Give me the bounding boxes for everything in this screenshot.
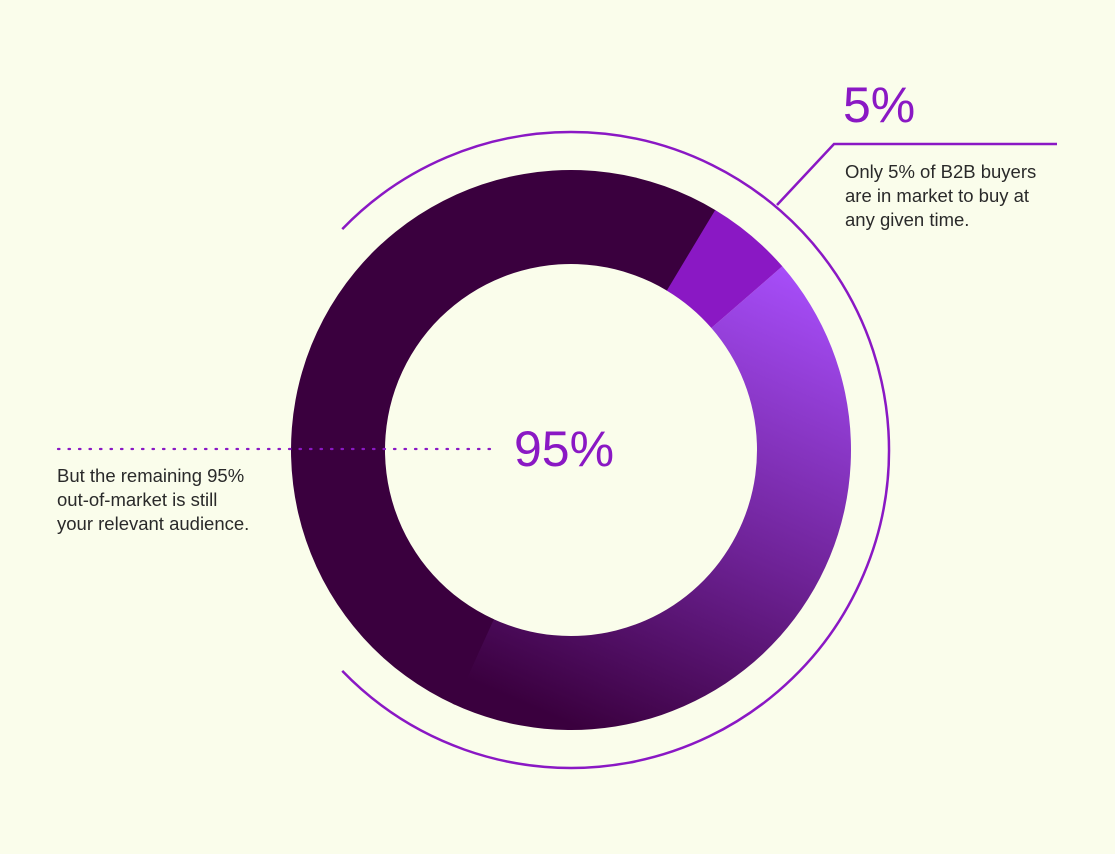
in-market-percent: 5% bbox=[843, 77, 916, 133]
out-of-market-note-line: But the remaining 95% bbox=[57, 465, 245, 486]
slice-out-of-market bbox=[290, 169, 717, 705]
out-of-market-percent: 95% bbox=[514, 421, 615, 477]
outer-arc-top bbox=[341, 130, 572, 230]
outer-arc-main bbox=[341, 130, 891, 770]
in-market-note-line: are in market to buy at bbox=[845, 185, 1030, 206]
in-market-note: Only 5% of B2B buyers are in market to b… bbox=[845, 160, 1036, 232]
slice-out-of-market bbox=[452, 266, 851, 730]
leader-lines bbox=[56, 142, 1057, 451]
in-market-note-line: Only 5% of B2B buyers bbox=[845, 161, 1037, 182]
out-of-market-note: But the remaining 95% out-of-market is s… bbox=[57, 464, 249, 536]
in-market-note-line: any given time. bbox=[845, 209, 970, 230]
out-of-market-note-line: your relevant audience. bbox=[57, 513, 250, 534]
donut-slices bbox=[290, 169, 851, 730]
slice-in-market bbox=[666, 209, 783, 328]
in-market-leader-line bbox=[776, 142, 1057, 206]
outer-arcs bbox=[341, 130, 891, 770]
out-of-market-note-line: out-of-market is still bbox=[57, 489, 218, 510]
